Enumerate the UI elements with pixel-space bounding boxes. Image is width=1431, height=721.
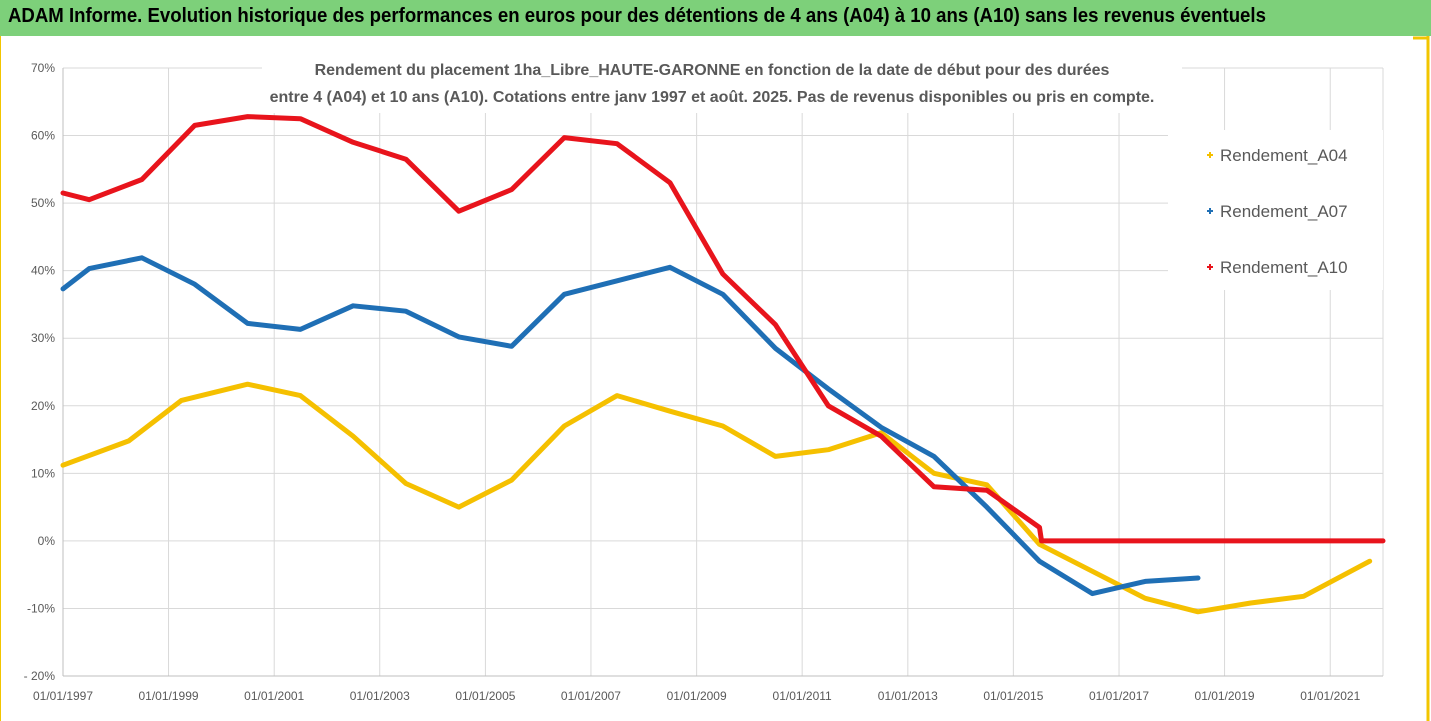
- y-tick-label: 70%: [31, 61, 55, 75]
- legend-label-Rendement_A10: Rendement_A10: [1220, 258, 1348, 277]
- chart-title-line-1: Rendement du placement 1ha_Libre_HAUTE-G…: [315, 62, 1110, 79]
- chart-title-line-2: entre 4 (A04) et 10 ans (A10). Cotations…: [270, 89, 1155, 106]
- y-tick-label: 10%: [31, 466, 55, 480]
- y-tick-label: 20%: [31, 399, 55, 413]
- axis-ticks: - 20% -10% 0% 10% 20% 30% 40% 50% 60% 70% 01/01/19…: [24, 61, 1361, 703]
- x-tick-label: 01/01/1997: [33, 689, 93, 703]
- series-line-Rendement_A07: [60, 255, 1201, 597]
- x-tick-label: 01/01/2015: [983, 689, 1043, 703]
- title-background: [262, 53, 1182, 113]
- x-tick-label: 01/01/2021: [1300, 689, 1360, 703]
- y-tick-label: - 20%: [24, 669, 56, 683]
- legend-marker-Rendement_A04: [1207, 152, 1213, 158]
- banner-title: ADAM Informe. Evolution historique des p…: [8, 5, 1266, 27]
- legend-marker-Rendement_A10: [1207, 264, 1213, 270]
- x-tick-label: 01/01/2011: [773, 689, 832, 703]
- header-banner: ADAM Informe. Evolution historique des p…: [0, 0, 1431, 36]
- x-tick-label: 01/01/1999: [138, 689, 198, 703]
- x-tick-label: 01/01/2003: [350, 689, 410, 703]
- x-tick-label: 01/01/2013: [878, 689, 938, 703]
- x-tick-label: 01/01/2005: [455, 689, 515, 703]
- x-tick-label: 01/01/2007: [561, 689, 621, 703]
- y-tick-label: 30%: [31, 331, 55, 345]
- x-tick-label: 01/01/2017: [1089, 689, 1149, 703]
- legend-marker-Rendement_A07: [1207, 208, 1213, 214]
- x-tick-label: 01/01/2001: [244, 689, 304, 703]
- series-line-Rendement_A10: [60, 114, 1386, 544]
- x-tick-label: 01/01/2019: [1195, 689, 1255, 703]
- y-tick-label: 60%: [31, 129, 55, 143]
- y-tick-label: 50%: [31, 196, 55, 210]
- x-tick-label: 01/01/2009: [667, 689, 727, 703]
- series-lines: [60, 114, 1386, 615]
- y-tick-label: -10%: [27, 601, 55, 615]
- legend-label-Rendement_A07: Rendement_A07: [1220, 202, 1348, 221]
- legend-background: [1168, 130, 1383, 290]
- series-line-Rendement_A04: [60, 381, 1373, 615]
- legend: Rendement_A04 Rendement_A07 Rendement_A10: [1207, 146, 1348, 277]
- y-tick-label: 0%: [38, 534, 56, 548]
- y-tick-label: 40%: [31, 264, 55, 278]
- legend-label-Rendement_A04: Rendement_A04: [1220, 146, 1348, 165]
